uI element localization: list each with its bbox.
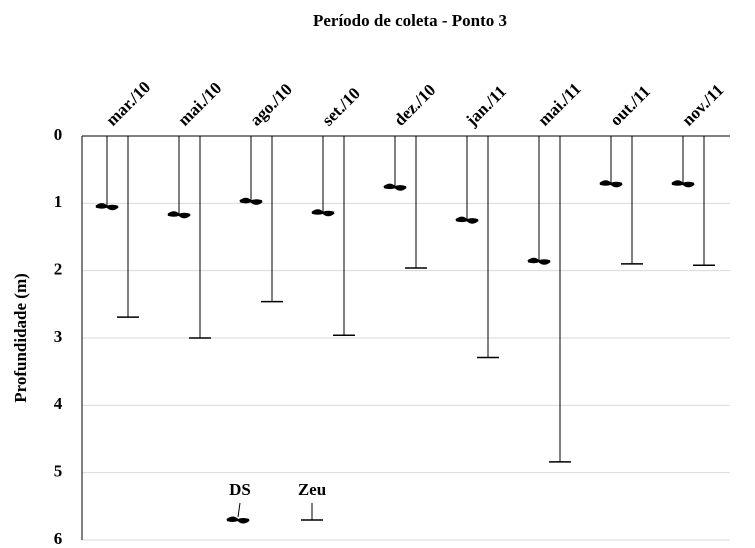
y-tick-label: 4 <box>54 394 63 413</box>
secchi-disk <box>383 183 407 191</box>
x-tick-label: nov./11 <box>678 80 727 129</box>
y-tick-label: 1 <box>54 192 63 211</box>
secchi-disk <box>599 180 623 188</box>
x-tick-label: mar./10 <box>102 78 154 130</box>
x-tick-label: dez./10 <box>390 80 439 129</box>
x-tick-label: mai./10 <box>174 78 225 129</box>
x-tick-label: ago./10 <box>246 80 296 130</box>
secchi-disk <box>226 516 250 524</box>
x-tick-label: set./10 <box>318 84 364 130</box>
y-tick-label: 5 <box>54 462 63 481</box>
y-tick-label: 2 <box>54 260 63 279</box>
secchi-disk <box>671 180 695 188</box>
secchi-disk <box>95 203 119 211</box>
legend-label: Zeu <box>298 480 326 499</box>
x-tick-label: out./11 <box>606 82 654 130</box>
x-tick-label: mai./11 <box>534 79 585 130</box>
y-tick-label: 0 <box>54 125 63 144</box>
secchi-disk <box>527 257 551 265</box>
chart-title: Período de coleta - Ponto 3 <box>313 11 507 30</box>
legend-symbol <box>237 502 241 518</box>
secchi-disk <box>455 216 479 224</box>
y-tick-label: 3 <box>54 327 63 346</box>
legend-label: DS <box>229 480 251 499</box>
secchi-disk <box>311 209 335 217</box>
secchi-disk <box>239 197 263 205</box>
y-tick-label: 6 <box>54 529 63 548</box>
secchi-disk <box>167 211 191 219</box>
y-axis-label: Profundidade (m) <box>11 273 30 403</box>
x-tick-label: jan./11 <box>461 82 510 131</box>
